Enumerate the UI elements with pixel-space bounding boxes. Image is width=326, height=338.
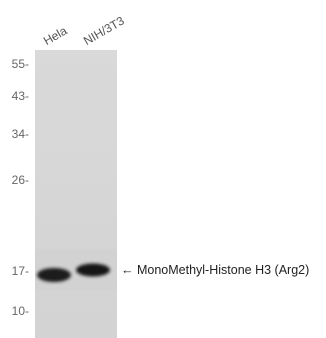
lane-label-nih3t3: NIH/3T3 <box>81 13 127 48</box>
marker-43: 43- <box>11 89 29 103</box>
marker-55: 55- <box>11 57 29 71</box>
band-hela <box>37 268 71 282</box>
marker-17: 17- <box>11 264 29 278</box>
band-annotation: ← MonoMethyl-Histone H3 (Arg2) <box>121 263 310 277</box>
band-nih3t3 <box>76 263 110 277</box>
marker-10: 10- <box>11 304 29 318</box>
blot-bands <box>35 250 117 290</box>
lane-label-hela: Hela <box>41 23 70 48</box>
marker-34: 34- <box>11 127 29 141</box>
marker-26: 26- <box>11 173 29 187</box>
